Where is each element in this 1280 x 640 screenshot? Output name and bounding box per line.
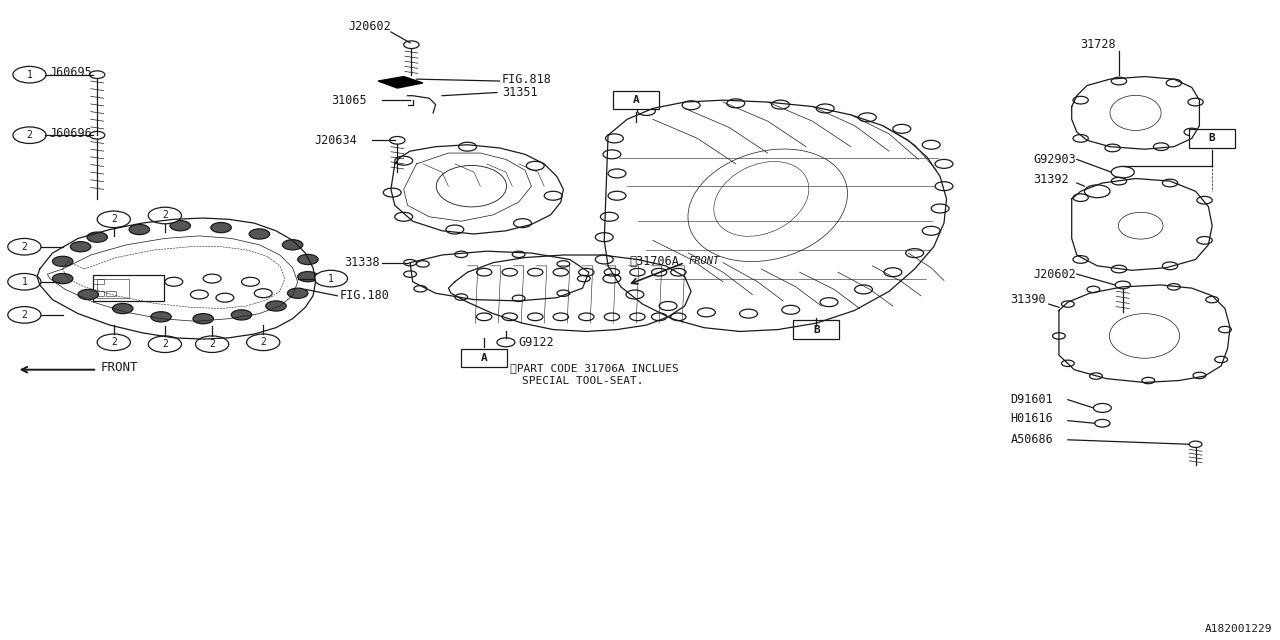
Text: 1: 1	[27, 70, 32, 79]
Bar	[93, 275, 164, 301]
Text: 2: 2	[209, 339, 215, 349]
Circle shape	[148, 207, 182, 224]
Circle shape	[8, 273, 41, 290]
Circle shape	[90, 71, 105, 79]
Text: 1: 1	[22, 276, 27, 287]
Circle shape	[148, 336, 182, 353]
Circle shape	[52, 256, 73, 266]
Text: 1: 1	[328, 273, 334, 284]
Bar	[97, 278, 129, 298]
Circle shape	[90, 131, 105, 139]
Text: H01616: H01616	[1010, 412, 1053, 425]
Text: FIG.818: FIG.818	[502, 72, 552, 86]
Circle shape	[8, 307, 41, 323]
Bar	[613, 91, 659, 109]
Text: 2: 2	[163, 211, 168, 221]
Text: 31351: 31351	[502, 86, 538, 99]
Circle shape	[211, 223, 232, 233]
Circle shape	[1115, 281, 1130, 289]
Text: 31728: 31728	[1080, 38, 1116, 51]
Circle shape	[113, 303, 133, 314]
Circle shape	[298, 271, 319, 282]
Circle shape	[298, 254, 319, 264]
Text: A50686: A50686	[1010, 433, 1053, 446]
Text: 31065: 31065	[332, 93, 366, 107]
Text: 2: 2	[260, 337, 266, 348]
Text: ※31706A: ※31706A	[630, 255, 680, 268]
Circle shape	[78, 289, 99, 300]
Circle shape	[283, 240, 303, 250]
Text: SPECIAL TOOL-SEAT.: SPECIAL TOOL-SEAT.	[522, 376, 644, 385]
Circle shape	[97, 334, 131, 351]
Circle shape	[389, 136, 404, 144]
Circle shape	[403, 41, 419, 49]
Circle shape	[52, 273, 73, 284]
Text: 2: 2	[27, 130, 32, 140]
Text: B: B	[1208, 133, 1216, 143]
Circle shape	[8, 239, 41, 255]
Text: A182001229: A182001229	[1204, 624, 1272, 634]
Circle shape	[232, 310, 252, 320]
Text: 2: 2	[111, 214, 116, 224]
Circle shape	[250, 229, 270, 239]
Text: FRONT: FRONT	[689, 257, 719, 266]
Text: J60695: J60695	[50, 67, 92, 79]
Circle shape	[247, 334, 280, 351]
Text: J20634: J20634	[315, 134, 357, 147]
Text: ※PART CODE 31706A INCLUES: ※PART CODE 31706A INCLUES	[509, 363, 678, 372]
Bar	[794, 321, 840, 339]
Circle shape	[13, 127, 46, 143]
Text: FRONT: FRONT	[101, 362, 138, 374]
Bar	[93, 278, 104, 284]
Text: FIG.180: FIG.180	[340, 289, 389, 302]
Text: A: A	[632, 95, 640, 105]
Circle shape	[70, 242, 91, 252]
Text: 2: 2	[22, 310, 27, 320]
Bar	[1189, 129, 1235, 148]
Circle shape	[1093, 403, 1111, 412]
Circle shape	[288, 288, 308, 298]
Text: D91601: D91601	[1010, 393, 1053, 406]
Text: A: A	[481, 353, 488, 364]
Circle shape	[170, 221, 191, 231]
Circle shape	[1189, 441, 1202, 447]
Text: 2: 2	[22, 242, 27, 252]
Circle shape	[151, 312, 172, 322]
Text: J60696: J60696	[50, 127, 92, 140]
Text: 31392: 31392	[1033, 173, 1069, 186]
Circle shape	[97, 211, 131, 228]
Text: J20602: J20602	[348, 20, 392, 33]
Bar	[106, 291, 116, 296]
Text: G9122: G9122	[518, 336, 554, 349]
Circle shape	[129, 225, 150, 235]
Circle shape	[1094, 419, 1110, 427]
Circle shape	[196, 336, 229, 353]
Bar	[93, 291, 104, 296]
Circle shape	[87, 232, 108, 243]
Bar	[461, 349, 507, 367]
Text: G92903: G92903	[1033, 153, 1076, 166]
Text: B: B	[813, 324, 819, 335]
Circle shape	[13, 67, 46, 83]
Text: 2: 2	[111, 337, 116, 348]
Circle shape	[266, 301, 287, 311]
Circle shape	[315, 270, 347, 287]
Text: 31338: 31338	[344, 256, 379, 269]
Text: 2: 2	[163, 339, 168, 349]
Text: 31390: 31390	[1010, 293, 1046, 306]
Text: J20602: J20602	[1033, 268, 1076, 280]
Circle shape	[193, 314, 214, 324]
Polygon shape	[378, 77, 422, 88]
